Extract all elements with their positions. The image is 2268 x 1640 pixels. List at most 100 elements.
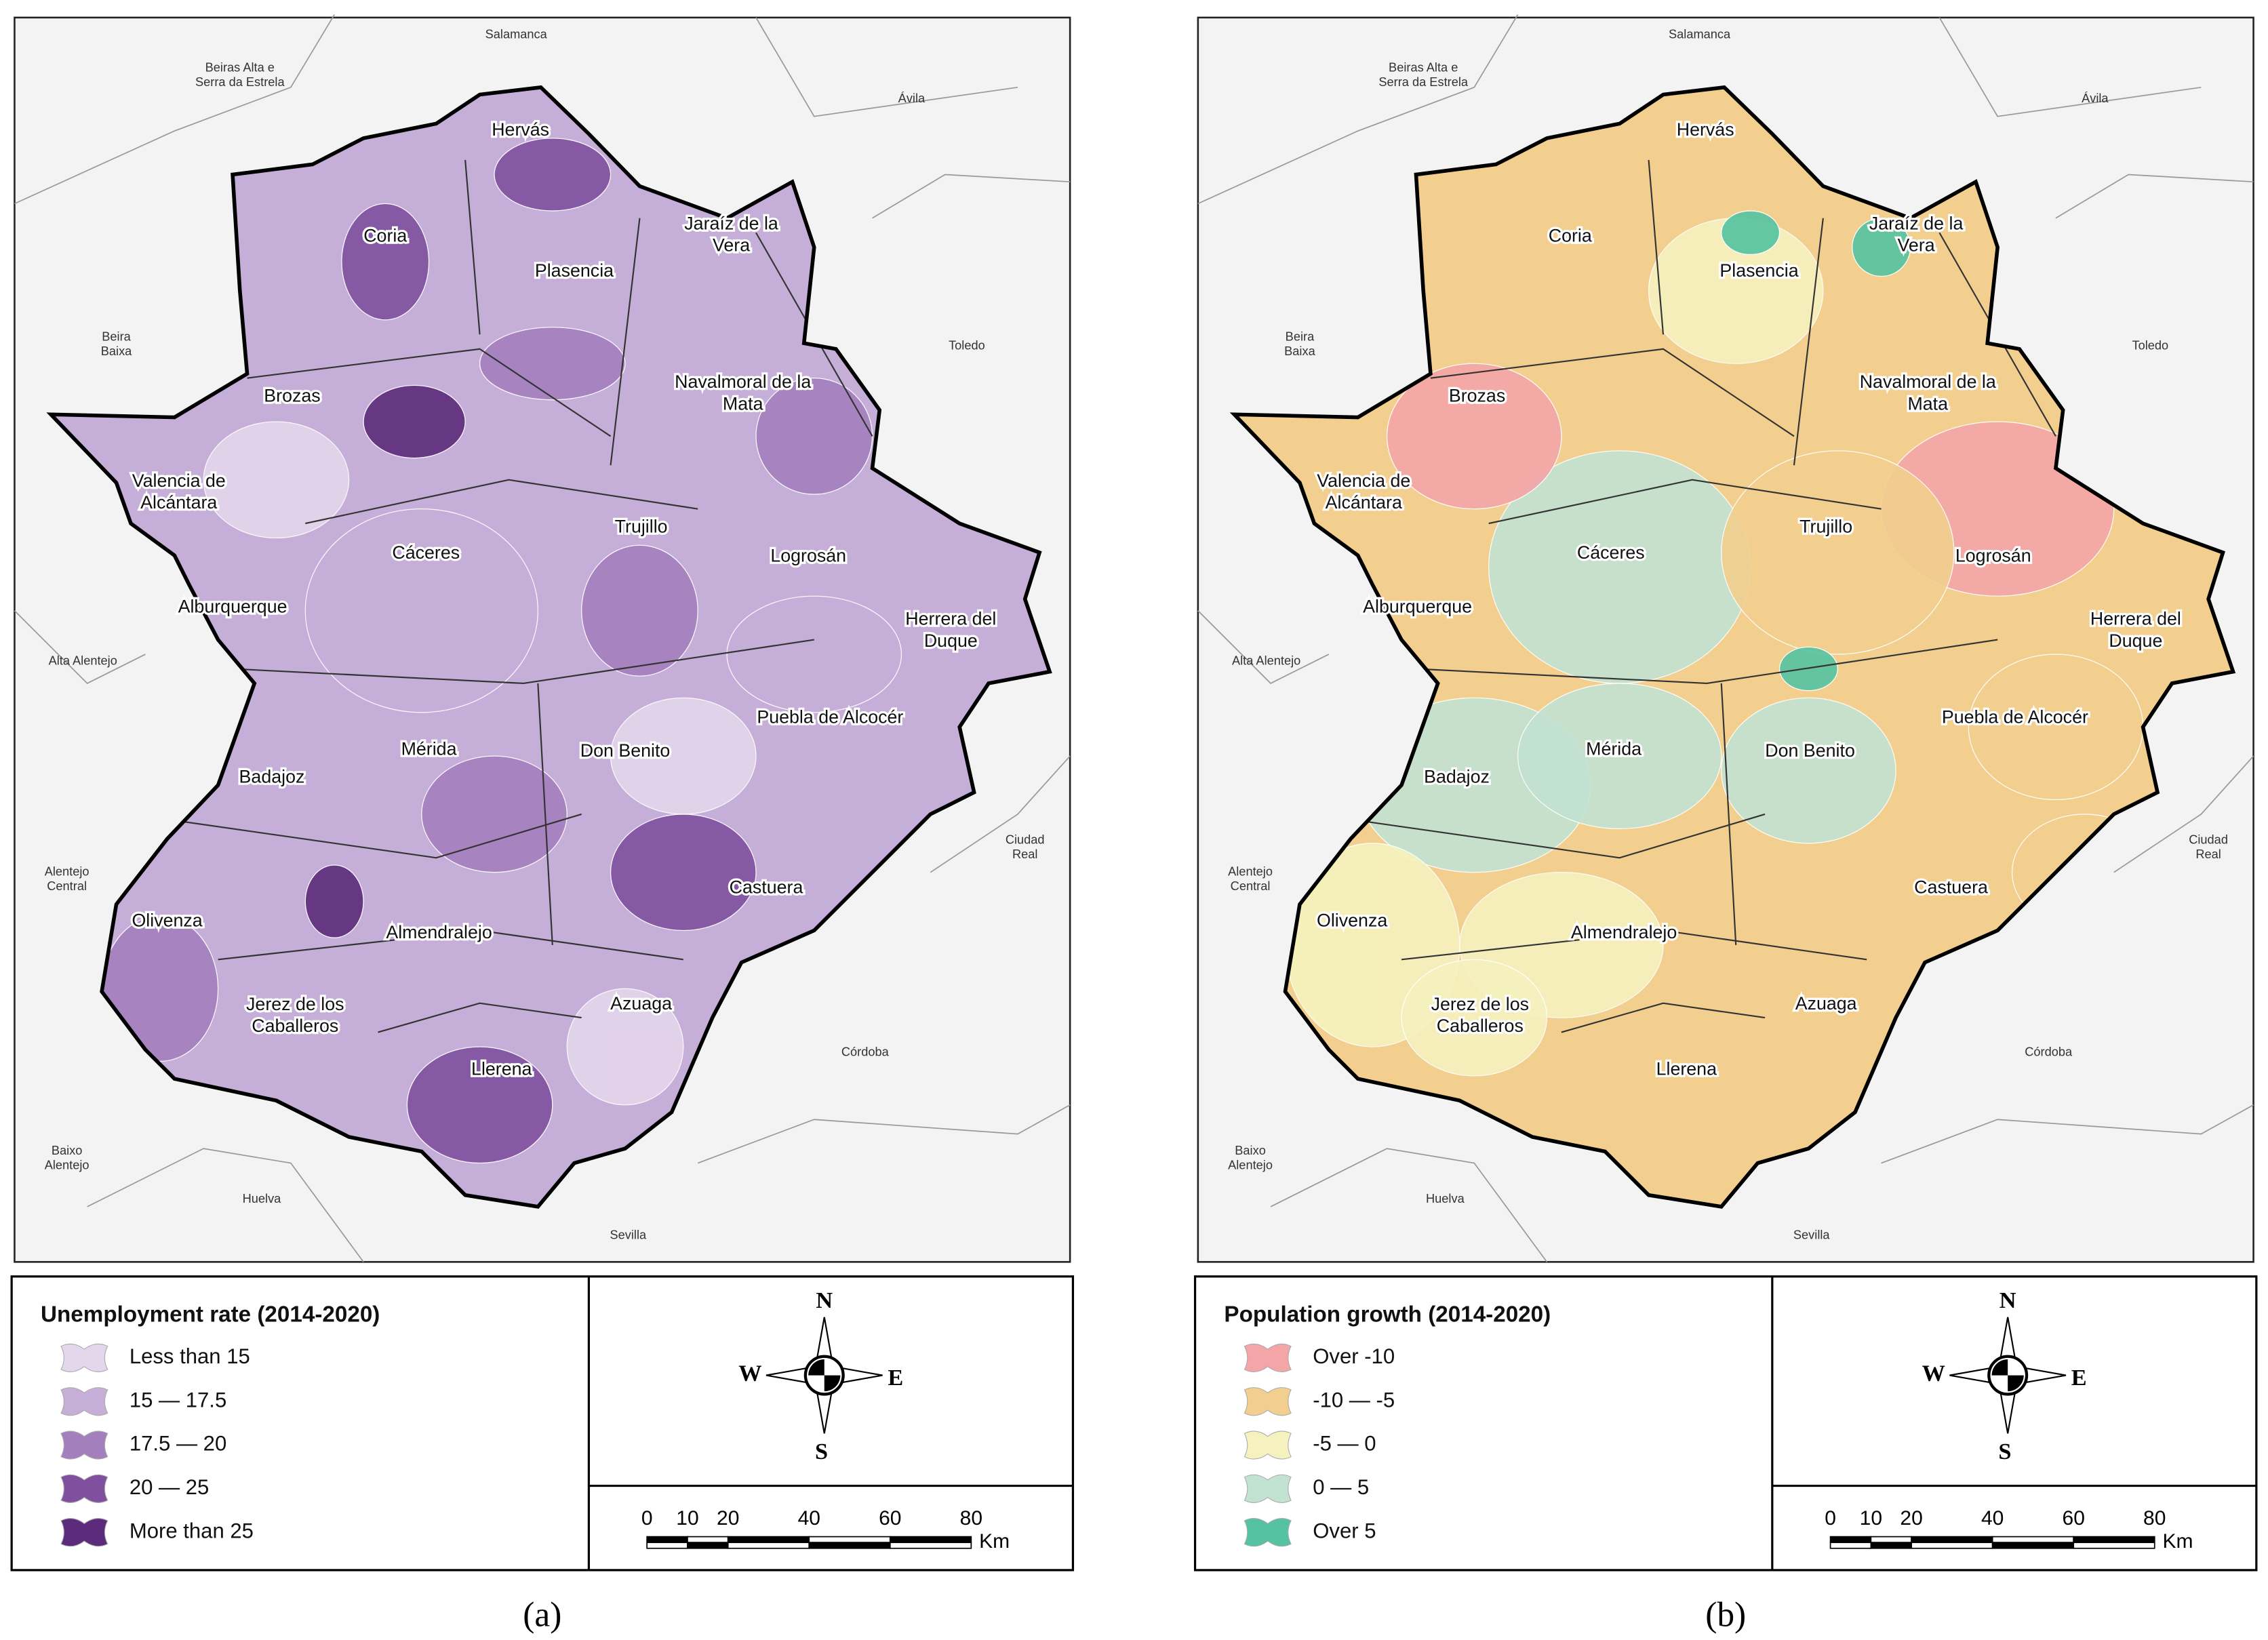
neighbor-label: Alta Alentejo <box>1232 654 1300 668</box>
town-label: Alcántara <box>1326 492 1402 513</box>
legend-swatch <box>1244 1387 1292 1416</box>
town-label: Jerez de los <box>246 994 344 1014</box>
town-label: Cáceres <box>392 542 460 563</box>
town-label: Herrera del <box>905 609 996 629</box>
town-label: Castuera <box>730 877 803 897</box>
scale-unit: Km <box>2163 1530 2193 1553</box>
district <box>610 697 757 815</box>
town-label: Brozas <box>1449 386 1505 406</box>
neighbor-label: Baixo <box>1235 1144 1266 1157</box>
neighbor-label: Ávila <box>2082 92 2109 105</box>
border-line <box>14 610 146 684</box>
town-label: Llerena <box>471 1058 532 1079</box>
compass-fill <box>1991 1359 2024 1392</box>
border-line <box>697 1104 1071 1164</box>
neighbor-label: Serra da Estrela <box>1378 75 1469 89</box>
neighbor-label: Salamanca <box>485 27 548 41</box>
scale-segment <box>2073 1542 2155 1549</box>
scale-label: 20 <box>1900 1507 1922 1529</box>
neighbor-label: Serra da Estrela <box>195 75 285 89</box>
legend-swatch <box>60 1474 108 1503</box>
legend-box <box>1193 1275 2258 1572</box>
town-label: Olivenza <box>1317 911 1387 931</box>
district <box>1386 363 1562 510</box>
district <box>581 544 698 677</box>
neighbor-label: Huelva <box>1426 1192 1465 1205</box>
compass-w: W <box>1922 1360 1945 1386</box>
legend-swatch <box>60 1387 108 1416</box>
legend-swatch <box>1244 1518 1292 1547</box>
compass-n: N <box>2000 1287 2016 1313</box>
scale-segment <box>1870 1536 1912 1544</box>
scale-segment <box>727 1542 810 1549</box>
scale-label: 60 <box>879 1507 901 1529</box>
town-label: Navalmoral de la <box>1860 372 1996 392</box>
scale-segment <box>1911 1536 1993 1544</box>
scale-segment <box>687 1542 729 1549</box>
scale-segment <box>646 1542 688 1549</box>
scale-segment <box>1870 1542 1912 1549</box>
district <box>1517 683 1722 830</box>
comarca-line <box>1488 479 1882 525</box>
town-label: Logrosán <box>770 545 846 565</box>
town-label: Herrera del <box>2090 609 2181 629</box>
border-line <box>755 17 1018 117</box>
legend-swatch <box>60 1518 108 1547</box>
legend-swatch <box>1244 1343 1292 1372</box>
town-label: Alburquerque <box>178 597 287 617</box>
neighbor-label: Real <box>1012 847 1037 861</box>
district <box>421 755 568 873</box>
town-label: Don Benito <box>1765 740 1855 761</box>
neighbor-label: Alta Alentejo <box>49 654 117 668</box>
town-label: Logrosán <box>1955 545 2031 565</box>
district <box>304 508 539 713</box>
neighbor-label: Sevilla <box>610 1228 647 1242</box>
legend-label: More than 25 <box>130 1519 254 1542</box>
district <box>566 988 684 1106</box>
comarca-line <box>610 218 641 466</box>
district <box>755 378 873 495</box>
legend-swatch <box>1244 1431 1292 1460</box>
district <box>610 814 757 932</box>
region-fill <box>51 87 1050 1207</box>
town-label: Trujillo <box>615 517 668 537</box>
scale-segment <box>808 1536 891 1544</box>
town-label: Brozas <box>264 386 320 406</box>
district <box>1721 450 1955 655</box>
comarca-line <box>537 683 553 945</box>
scale-segment <box>889 1536 972 1544</box>
comarca-line <box>247 348 612 437</box>
town-label: Mérida <box>1586 739 1642 759</box>
neighbor-label: Alentejo <box>45 1159 89 1172</box>
border-line <box>1197 14 1519 205</box>
legend-label: 17.5 — 20 <box>130 1432 226 1456</box>
legend-label: -5 — 0 <box>1313 1432 1376 1456</box>
neighbor-label: Real <box>2195 847 2221 861</box>
town-label: Caballeros <box>1437 1016 1524 1036</box>
district <box>363 384 466 459</box>
comarca-line <box>1430 348 1795 437</box>
border-line <box>930 755 1071 873</box>
town-label: Badajoz <box>239 766 305 786</box>
town-label: Duque <box>2109 631 2162 651</box>
town-label: Plasencia <box>535 260 614 281</box>
scale-label: 20 <box>717 1507 739 1529</box>
district <box>1721 697 1896 844</box>
comarca-line <box>218 929 683 961</box>
scale-label: 80 <box>960 1507 982 1529</box>
comarca-line <box>130 813 582 859</box>
district <box>406 1046 553 1164</box>
scale-label: 10 <box>676 1507 698 1529</box>
town-label: Hervás <box>1677 119 1734 140</box>
neighbor-label: Salamanca <box>1669 27 1731 41</box>
region-outline <box>1229 85 2236 1209</box>
district <box>1721 210 1780 256</box>
neighbor-label: Ávila <box>898 92 926 105</box>
border-line <box>2113 755 2254 873</box>
town-label: Hervás <box>492 119 549 140</box>
scale-segment <box>1829 1542 1872 1549</box>
region-shading <box>1284 159 2158 1077</box>
comarca-line <box>378 1002 582 1033</box>
comarca-line <box>1720 683 1737 945</box>
